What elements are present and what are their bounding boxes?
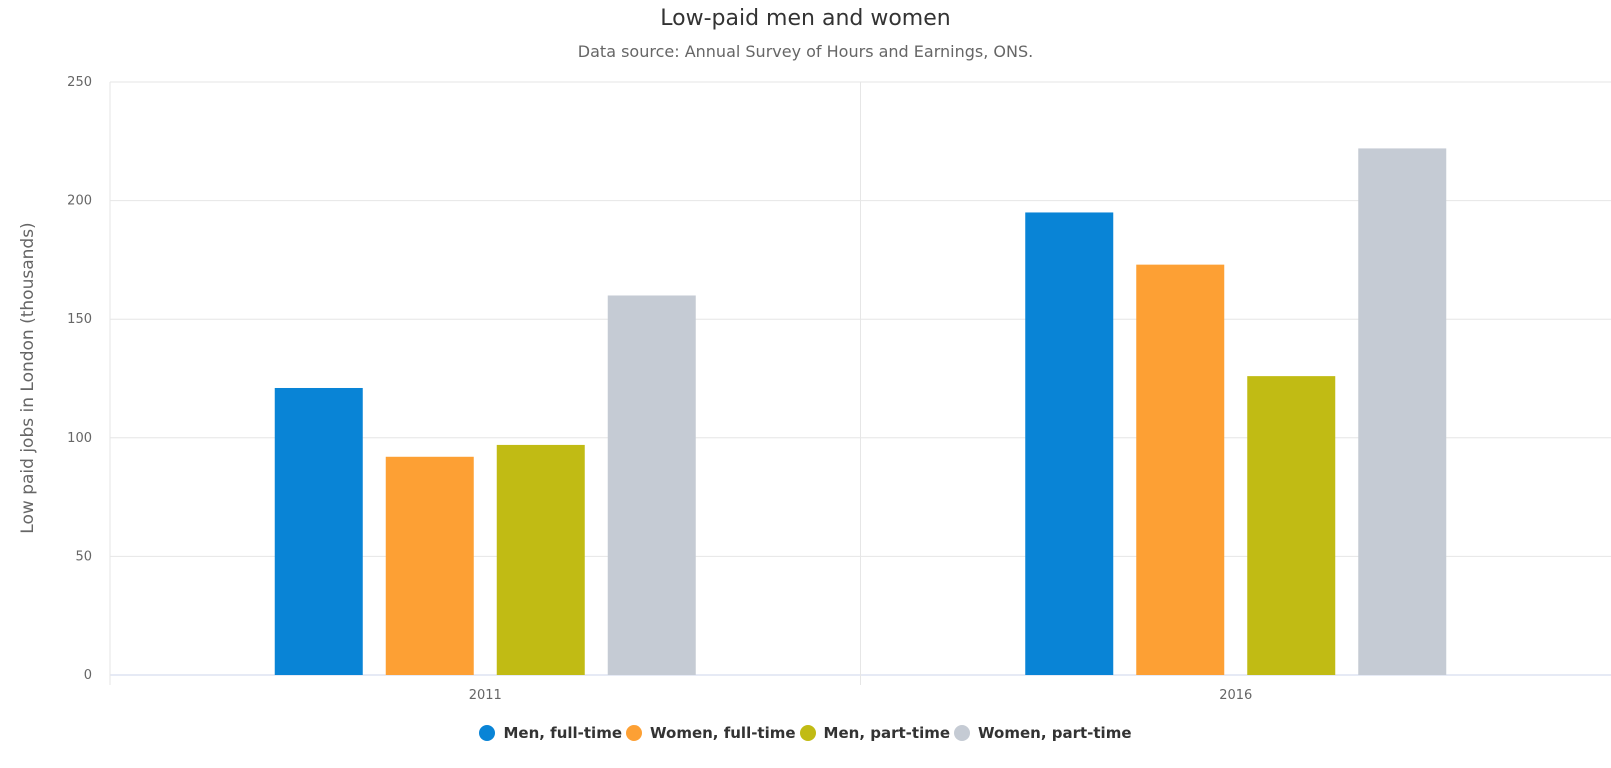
bar: [385, 456, 474, 675]
y-axis-title: Low paid jobs in London (thousands): [18, 222, 38, 533]
bar: [607, 295, 696, 675]
legend-swatch-icon: [954, 725, 971, 741]
legend-label: Women, part-time: [978, 724, 1132, 742]
legend: Men, full-time Women, full-time Men, part-…: [0, 724, 1611, 745]
bar: [1136, 264, 1225, 675]
y-tick-label: 200: [67, 194, 92, 209]
legend-item[interactable]: Women, full-time: [626, 724, 796, 742]
bars-layer: [274, 148, 1447, 675]
y-tick-label: 250: [67, 75, 92, 90]
legend-swatch-icon: [799, 725, 816, 741]
legend-swatch-icon: [626, 725, 642, 741]
y-tick-label: 0: [84, 668, 92, 683]
legend-label: Women, full-time: [650, 724, 796, 742]
bar: [1247, 376, 1336, 675]
bar: [1025, 212, 1114, 675]
legend-item[interactable]: Men, part-time: [799, 724, 951, 742]
y-tick-label: 100: [67, 431, 92, 446]
x-tick-label: 2016: [1219, 688, 1252, 703]
legend-item[interactable]: Women, part-time: [954, 724, 1132, 742]
chart-subtitle: Data source: Annual Survey of Hours and …: [577, 42, 1034, 61]
y-tick-label: 150: [67, 312, 92, 327]
legend-label: Men, part-time: [823, 724, 951, 742]
bar: [496, 444, 585, 675]
bar: [274, 387, 363, 675]
legend-item[interactable]: Men, full-time: [479, 724, 622, 742]
y-tick-label: 50: [75, 549, 92, 564]
chart-title: Low-paid men and women: [660, 6, 951, 31]
x-tick-label: 2011: [469, 688, 502, 703]
legend-swatch-icon: [479, 725, 496, 741]
legend-label: Men, full-time: [503, 724, 622, 742]
labels-layer: 0 50 100 150 200 250 2011 2016: [67, 75, 1252, 703]
bar: [1358, 148, 1447, 675]
